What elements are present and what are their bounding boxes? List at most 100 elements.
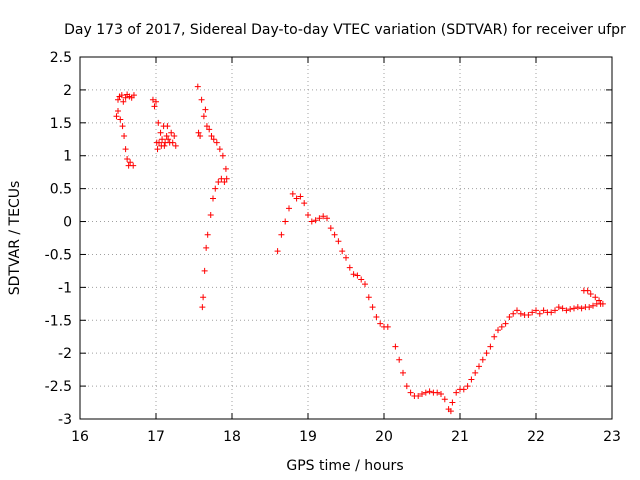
chart-title: Day 173 of 2017, Sidereal Day-to-day VTE… — [64, 22, 626, 38]
plot-border — [79, 56, 613, 420]
data-point — [120, 98, 127, 105]
data-point — [195, 129, 202, 136]
data-point — [434, 389, 441, 396]
data-point — [567, 306, 574, 313]
data-point — [592, 294, 599, 301]
data-point — [354, 272, 361, 279]
data-point — [200, 113, 207, 120]
x-tick-label: 17 — [147, 429, 165, 445]
data-point — [218, 175, 225, 182]
data-point — [221, 179, 228, 186]
data-point — [590, 302, 596, 309]
data-point — [331, 231, 338, 238]
data-point — [165, 136, 172, 143]
y-tick-label: 1.5 — [50, 116, 72, 132]
data-point — [449, 399, 456, 406]
data-point — [498, 323, 505, 330]
data-point — [578, 305, 585, 312]
x-tick-label: 18 — [223, 429, 241, 445]
plot-frame — [79, 56, 613, 420]
data-point — [117, 116, 124, 123]
x-tick-label: 19 — [299, 429, 317, 445]
data-point — [200, 294, 207, 301]
data-point — [529, 309, 536, 316]
data-point — [491, 333, 498, 340]
y-tick-label: -2 — [58, 346, 72, 362]
data-point — [308, 218, 315, 225]
data-point — [487, 343, 494, 350]
y-tick-label: -3 — [58, 412, 72, 428]
data-point — [599, 300, 606, 307]
data-point — [206, 126, 213, 133]
y-axis-ticks: -3 -2.5 -2 -1.5 -1 -0.5 0 0.5 1 1.5 2 2.5 — [45, 50, 612, 428]
x-tick-label: 21 — [451, 429, 469, 445]
data-point — [163, 132, 170, 139]
data-point — [297, 193, 304, 200]
data-point — [510, 310, 517, 317]
data-point — [293, 195, 300, 202]
data-point — [161, 142, 168, 149]
data-point — [198, 96, 205, 103]
data-point — [130, 162, 137, 169]
data-point — [571, 305, 577, 312]
data-point — [396, 356, 403, 363]
y-tick-label: -0.5 — [45, 247, 72, 263]
data-point — [305, 211, 311, 218]
data-point — [460, 386, 467, 393]
y-tick-label: -1.5 — [45, 313, 72, 329]
data-point — [596, 297, 603, 304]
data-point — [194, 83, 201, 90]
data-point — [320, 213, 327, 220]
data-point — [212, 185, 219, 192]
data-point — [426, 388, 433, 395]
data-point — [286, 205, 292, 212]
data-point — [122, 146, 129, 153]
data-point — [301, 200, 308, 207]
data-point — [563, 307, 570, 314]
data-point — [171, 132, 178, 139]
data-point — [525, 312, 532, 319]
data-point — [584, 287, 591, 294]
data-point — [403, 383, 410, 390]
data-point — [316, 215, 323, 222]
data-point — [343, 254, 349, 261]
data-point — [339, 248, 346, 255]
data-point — [121, 132, 128, 139]
y-tick-label: -2.5 — [45, 379, 72, 395]
data-point — [362, 281, 368, 288]
data-point — [335, 238, 342, 245]
data-point — [154, 146, 161, 153]
y-tick-label: -1 — [58, 280, 72, 296]
data-point — [479, 356, 486, 363]
data-point — [172, 142, 179, 149]
data-point — [210, 136, 217, 143]
data-point — [373, 313, 380, 320]
data-point — [199, 304, 206, 311]
data-point — [122, 94, 129, 101]
data-point — [130, 92, 137, 99]
data-point — [155, 119, 162, 126]
data-point — [415, 392, 422, 399]
data-point — [365, 294, 372, 301]
data-point — [115, 107, 121, 114]
data-point — [514, 307, 520, 314]
data-point — [207, 211, 214, 218]
data-point — [282, 218, 289, 225]
data-point — [468, 376, 475, 383]
data-point — [586, 304, 593, 311]
y-tick-label: 2 — [63, 83, 72, 99]
data-point — [149, 96, 156, 103]
y-tick-label: 1 — [63, 149, 72, 165]
data-point — [384, 323, 391, 330]
data-point — [210, 195, 216, 202]
data-point — [118, 92, 125, 99]
data-point — [324, 215, 330, 222]
data-point — [115, 96, 121, 103]
data-point — [327, 225, 334, 232]
data-point — [312, 217, 319, 224]
data-points — [113, 83, 606, 415]
x-axis-label: GPS time / hours — [286, 458, 403, 474]
data-point — [453, 389, 460, 396]
x-tick-label: 22 — [527, 429, 545, 445]
